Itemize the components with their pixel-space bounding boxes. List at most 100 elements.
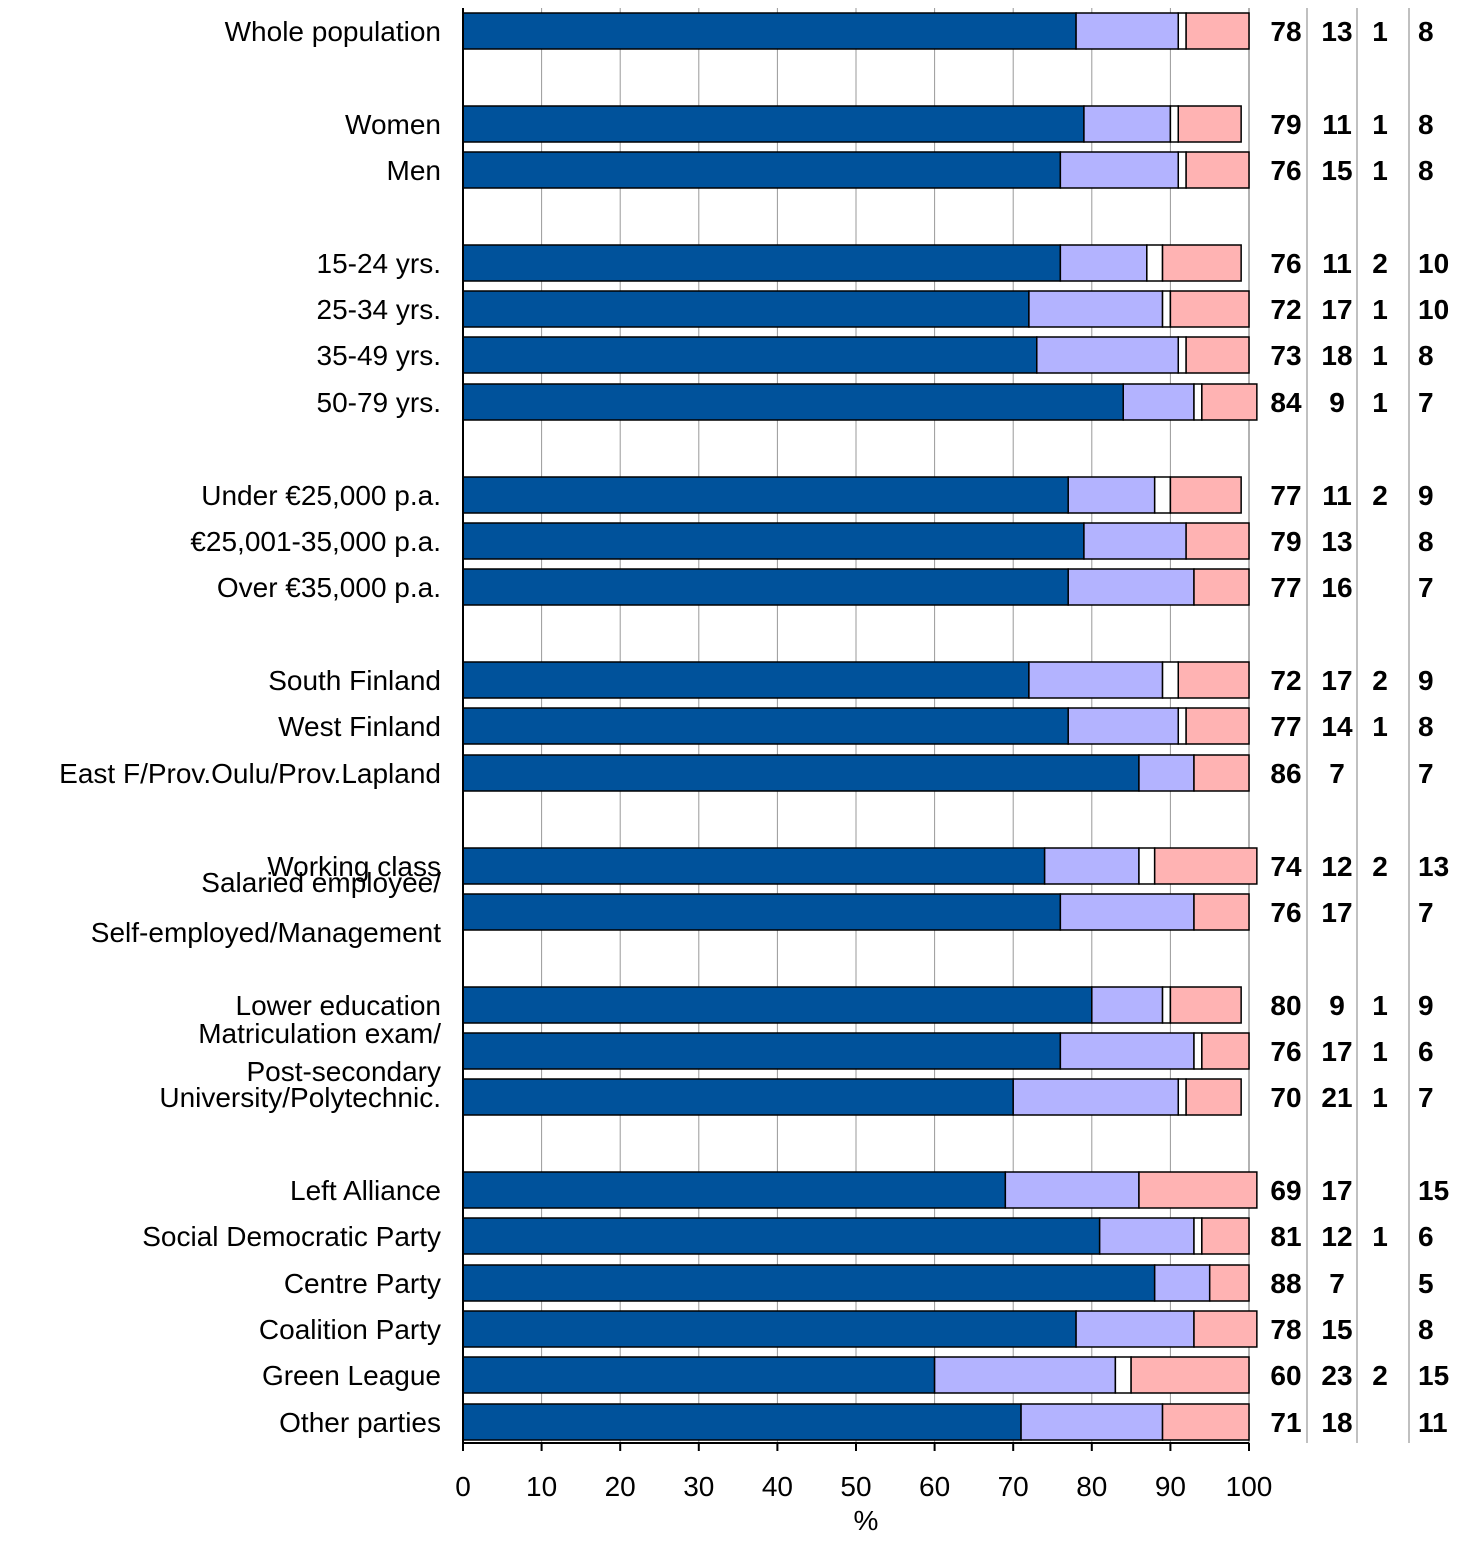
category-label: South Finland: [268, 665, 441, 696]
bar-segment: [462, 105, 1085, 143]
bar-segment: [1067, 476, 1156, 514]
data-label: 1: [1372, 1036, 1388, 1067]
bar-segment: [462, 383, 1124, 421]
data-label: 1: [1372, 387, 1388, 418]
bar-segment: [1185, 12, 1250, 50]
bar-segment: [1169, 986, 1242, 1024]
x-tick-label: 40: [762, 1471, 793, 1502]
data-label: 7: [1418, 572, 1434, 603]
data-label: 69: [1270, 1175, 1301, 1206]
bar-segment: [1083, 522, 1187, 560]
data-label: 8: [1418, 16, 1434, 47]
category-label: Left Alliance: [290, 1175, 441, 1206]
data-label: 7: [1418, 387, 1434, 418]
category-label: Lower education: [236, 990, 441, 1021]
bar-segment: [1130, 1356, 1250, 1394]
category-label: University/Polytechnic.: [159, 1082, 441, 1113]
bar-segment: [462, 244, 1062, 282]
data-label: 2: [1372, 665, 1388, 696]
data-label: 11: [1322, 248, 1352, 279]
category-label: East F/Prov.Oulu/Prov.Lapland: [59, 758, 441, 789]
data-label: 6: [1418, 1036, 1434, 1067]
category-label: Women: [345, 109, 441, 140]
bar-segment: [1201, 1217, 1250, 1255]
data-label: 8: [1418, 1314, 1434, 1345]
bar-segment: [1067, 707, 1180, 745]
bar-segment: [1208, 1264, 1250, 1302]
bar-segment: [1185, 522, 1250, 560]
data-label: 7: [1418, 758, 1434, 789]
bar-segment: [1036, 336, 1180, 374]
bar-segment: [1185, 151, 1250, 189]
data-label: 1: [1372, 294, 1388, 325]
data-label: 9: [1418, 665, 1434, 696]
data-label: 10: [1418, 248, 1449, 279]
bar-segment: [1153, 476, 1172, 514]
bar-segment: [1059, 1032, 1195, 1070]
category-label: West Finland: [278, 711, 441, 742]
data-label: 7: [1329, 758, 1345, 789]
x-tick-label: 20: [605, 1471, 636, 1502]
data-label: 12: [1321, 851, 1352, 882]
category-label: Matriculation exam/: [198, 1018, 441, 1049]
data-label: 8: [1418, 340, 1434, 371]
data-label: 74: [1270, 851, 1302, 882]
data-label: 78: [1270, 16, 1301, 47]
bar-segment: [1161, 661, 1180, 699]
x-axis-label: %: [854, 1505, 879, 1536]
data-label: 8: [1418, 155, 1434, 186]
bar-segment: [1059, 151, 1180, 189]
data-label: 81: [1270, 1221, 1301, 1252]
bar-segment: [1122, 383, 1195, 421]
data-label: 2: [1372, 851, 1388, 882]
data-label: 9: [1418, 990, 1434, 1021]
category-label: Salaried employee/: [201, 867, 441, 898]
data-label: 72: [1270, 665, 1301, 696]
bar-segment: [1177, 12, 1187, 50]
bar-segment: [462, 847, 1046, 885]
x-tick-label: 50: [840, 1471, 871, 1502]
bars: [462, 12, 1258, 1441]
bar-segment: [1177, 336, 1187, 374]
data-label: 86: [1270, 758, 1301, 789]
data-label: 77: [1270, 711, 1301, 742]
bar-segment: [1043, 847, 1140, 885]
category-label: 15-24 yrs.: [317, 248, 442, 279]
bar-segment: [462, 986, 1093, 1024]
data-label: 60: [1270, 1360, 1301, 1391]
bar-segment: [1153, 847, 1258, 885]
bar-segment: [462, 893, 1062, 931]
bar-segment: [1059, 893, 1195, 931]
x-tick-label: 60: [919, 1471, 950, 1502]
data-label: 17: [1321, 897, 1352, 928]
data-label: 77: [1270, 572, 1301, 603]
data-label: 17: [1321, 294, 1352, 325]
category-label: Working class: [267, 851, 441, 882]
bar-segment: [462, 476, 1069, 514]
data-label: 7: [1329, 1268, 1345, 1299]
bar-segment: [1098, 1217, 1195, 1255]
bar-segment: [462, 151, 1062, 189]
bar-segment: [462, 522, 1085, 560]
data-label: 76: [1270, 1036, 1301, 1067]
data-label: 9: [1418, 480, 1434, 511]
category-label: 50-79 yrs.: [317, 387, 442, 418]
category-label: Coalition Party: [259, 1314, 441, 1345]
data-label: 7: [1418, 1082, 1434, 1113]
bar-segment: [462, 336, 1038, 374]
data-label: 12: [1321, 1221, 1352, 1252]
data-label: 73: [1270, 340, 1301, 371]
data-label: 13: [1418, 851, 1449, 882]
data-label: 84: [1270, 387, 1302, 418]
bar-segment: [462, 1217, 1101, 1255]
data-label: 13: [1321, 526, 1352, 557]
bar-segment: [1193, 383, 1203, 421]
bar-segment: [1075, 12, 1180, 50]
bar-segment: [933, 1356, 1117, 1394]
category-label: Under €25,000 p.a.: [201, 480, 441, 511]
bar-segment: [1083, 105, 1172, 143]
category-label: Whole population: [225, 16, 441, 47]
data-label: 11: [1322, 109, 1352, 140]
